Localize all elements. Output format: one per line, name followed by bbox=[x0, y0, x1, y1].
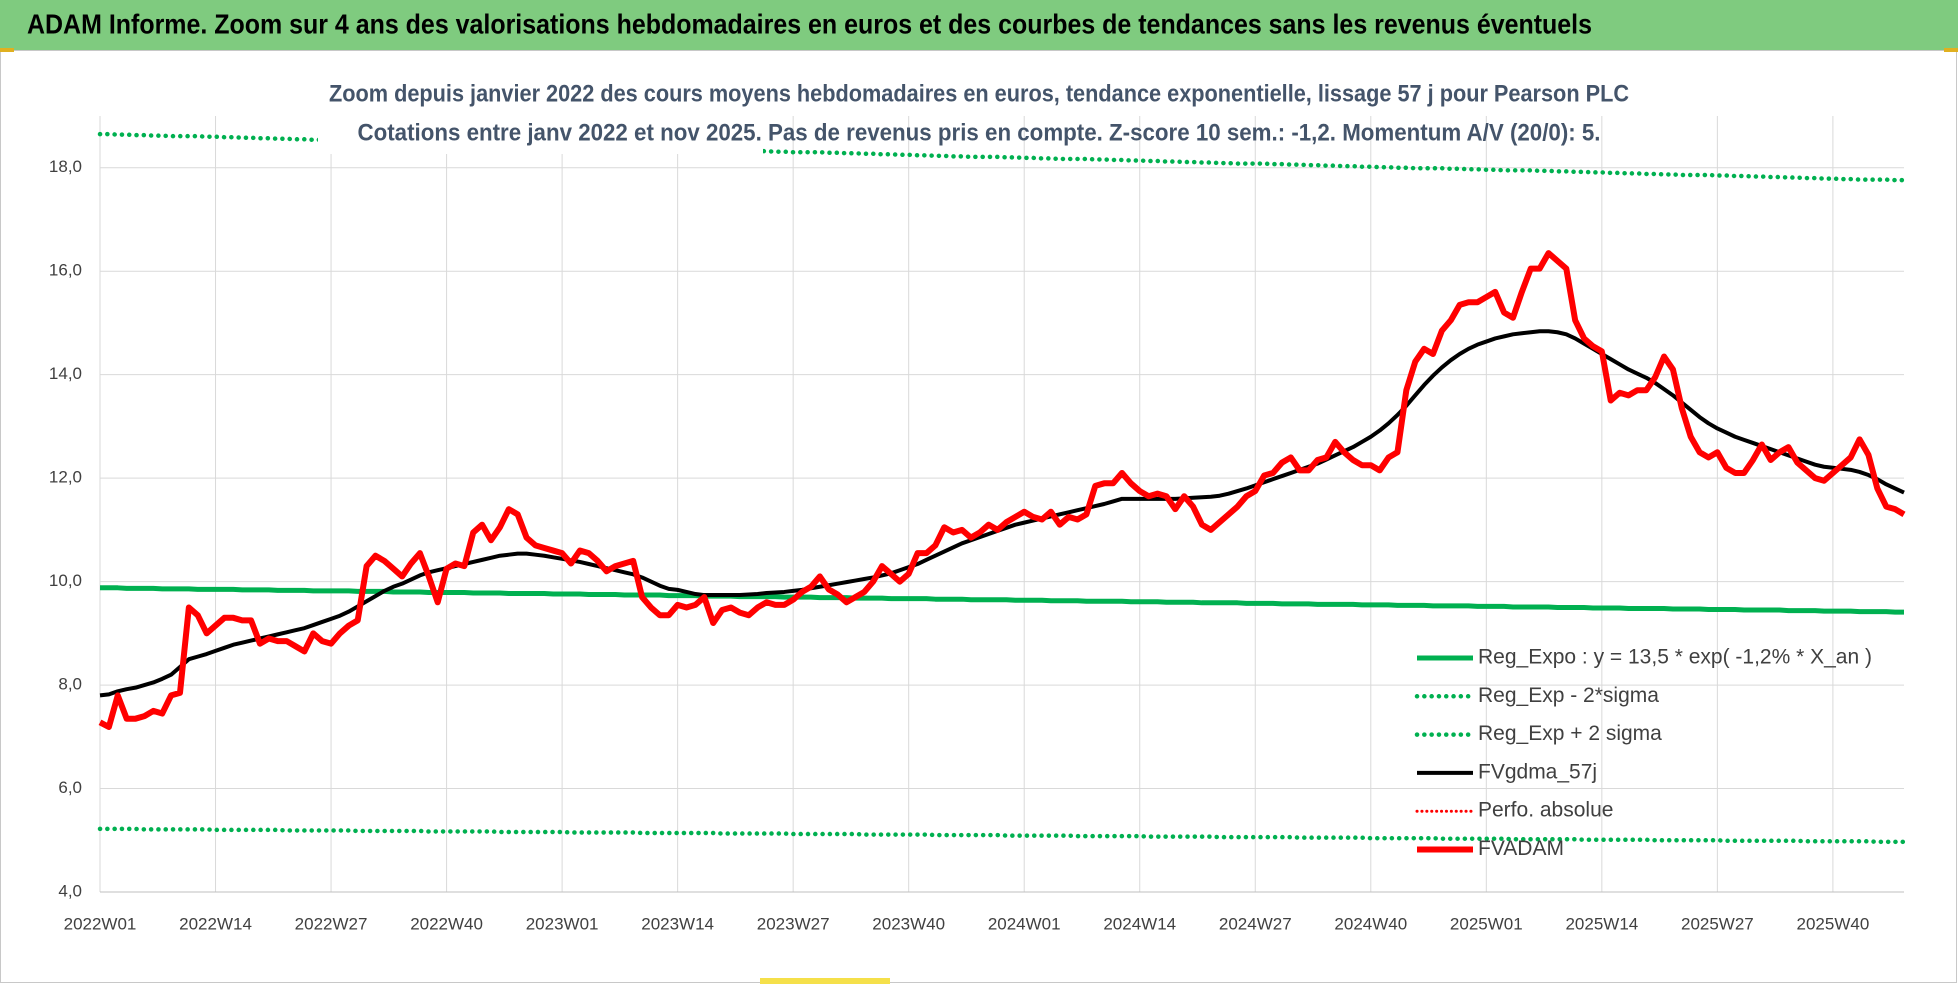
bottom-mark bbox=[760, 978, 890, 984]
legend-label: Reg_Exp + 2 sigma bbox=[1478, 722, 1662, 745]
y-tick-label: 4,0 bbox=[58, 881, 82, 900]
corner-mark bbox=[0, 48, 14, 52]
y-tick-label: 12,0 bbox=[49, 468, 82, 487]
chart-title: Zoom depuis janvier 2022 des cours moyen… bbox=[329, 80, 1629, 107]
y-tick-label: 6,0 bbox=[58, 778, 82, 797]
legend-label: Reg_Expo : y = 13,5 * exp( -1,2% * X_an … bbox=[1478, 646, 1872, 669]
x-tick-label: 2024W14 bbox=[1103, 914, 1176, 933]
x-tick-label: 2024W40 bbox=[1334, 914, 1407, 933]
legend: Reg_Expo : y = 13,5 * exp( -1,2% * X_an … bbox=[1414, 646, 1872, 860]
y-tick-label: 18,0 bbox=[49, 157, 82, 176]
y-tick-label: 8,0 bbox=[58, 675, 82, 694]
x-tick-label: 2025W01 bbox=[1450, 914, 1523, 933]
x-tick-label: 2023W14 bbox=[641, 914, 714, 933]
x-tick-label: 2023W40 bbox=[872, 914, 945, 933]
x-tick-label: 2025W14 bbox=[1565, 914, 1638, 933]
legend-label: Perfo. absolue bbox=[1478, 799, 1613, 822]
legend-label: FVgdma_57j bbox=[1478, 760, 1597, 783]
x-tick-label: 2022W01 bbox=[64, 914, 137, 933]
x-tick-label: 2023W01 bbox=[526, 914, 599, 933]
series-line bbox=[97, 826, 1907, 845]
title-box bbox=[318, 110, 763, 154]
x-tick-label: 2025W27 bbox=[1681, 914, 1754, 933]
x-tick-label: 2024W01 bbox=[988, 914, 1061, 933]
y-tick-label: 16,0 bbox=[49, 261, 82, 280]
series-line bbox=[98, 250, 1906, 730]
x-tick-label: 2024W27 bbox=[1219, 914, 1292, 933]
x-tick-label: 2023W27 bbox=[757, 914, 830, 933]
corner-mark bbox=[1944, 48, 1958, 52]
x-tick-label: 2025W40 bbox=[1797, 914, 1870, 933]
x-tick-label: 2022W40 bbox=[410, 914, 483, 933]
page-title: ADAM Informe. Zoom sur 4 ans des valoris… bbox=[27, 8, 1592, 39]
legend-label: FVADAM bbox=[1478, 837, 1564, 860]
y-tick-label: 10,0 bbox=[49, 571, 82, 590]
x-tick-label: 2022W27 bbox=[295, 914, 368, 933]
y-tick-label: 14,0 bbox=[49, 364, 82, 383]
frame bbox=[0, 50, 1957, 983]
banner bbox=[0, 0, 1958, 50]
legend-label: Reg_Exp - 2*sigma bbox=[1478, 684, 1659, 707]
chart-subtitle: Cotations entre janv 2022 et nov 2025. P… bbox=[358, 119, 1601, 146]
x-tick-label: 2022W14 bbox=[179, 914, 252, 933]
series-line bbox=[100, 585, 1904, 615]
